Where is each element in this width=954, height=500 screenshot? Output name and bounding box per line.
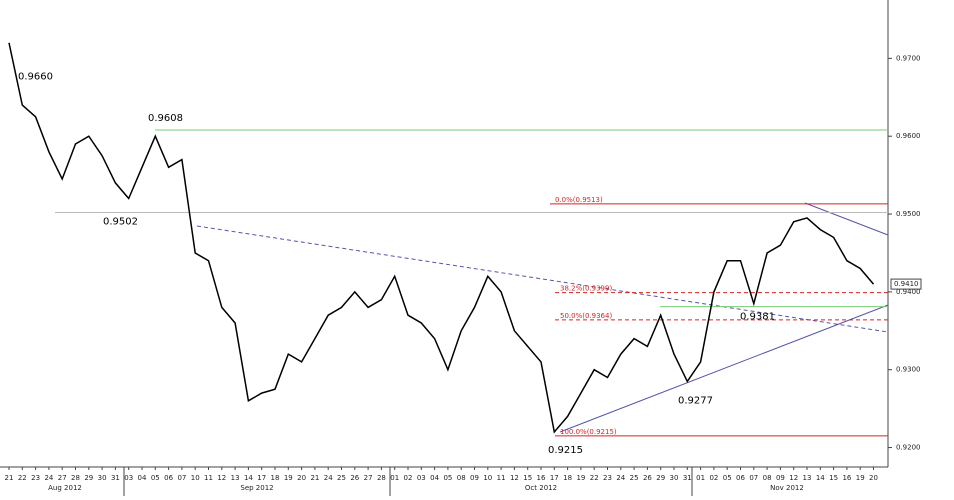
- x-tick-label: 01: [390, 474, 399, 482]
- level-label: 50.0%(0.9364): [560, 312, 612, 320]
- trendline: [804, 202, 889, 236]
- price-annotation: 0.9381: [740, 312, 775, 323]
- trendline: [559, 304, 889, 433]
- x-tick-label: 15: [523, 474, 532, 482]
- x-tick-label: 19: [856, 474, 865, 482]
- price-annotation: 0.9502: [103, 216, 138, 227]
- y-tick-label: 0.9700: [896, 54, 921, 62]
- price-line: [8, 42, 875, 434]
- x-tick-label: 13: [803, 474, 812, 482]
- x-tick-label: 21: [310, 474, 319, 482]
- x-tick-label: 09: [776, 474, 785, 482]
- x-tick-label: 21: [5, 474, 14, 482]
- price-annotation: 0.9608: [148, 113, 183, 124]
- x-tick-label: 25: [630, 474, 639, 482]
- x-tick-label: 17: [550, 474, 559, 482]
- x-tick-label: 14: [816, 474, 825, 482]
- x-tick-label: 22: [590, 474, 599, 482]
- x-tick-label: 02: [404, 474, 413, 482]
- level-label: 0.0%(0.9513): [555, 196, 603, 204]
- x-tick-label: 11: [204, 474, 213, 482]
- x-tick-label: 05: [443, 474, 452, 482]
- price-annotation: 0.9215: [548, 445, 583, 456]
- y-tick-label: 0.9200: [896, 444, 921, 452]
- price-annotation: 0.9660: [18, 72, 53, 83]
- price-annotation: 0.9277: [678, 396, 713, 407]
- x-tick-label: 06: [736, 474, 745, 482]
- x-tick-label: 26: [643, 474, 652, 482]
- trendline: [196, 225, 889, 333]
- x-tick-label: 10: [483, 474, 492, 482]
- x-tick-label: 22: [18, 474, 27, 482]
- x-tick-label: 29: [656, 474, 665, 482]
- x-tick-label: 31: [111, 474, 120, 482]
- x-tick-label: 23: [31, 474, 40, 482]
- x-tick-label: 07: [749, 474, 758, 482]
- y-tick-label: 0.9400: [896, 288, 921, 296]
- last-price-label: 0.9410: [894, 280, 919, 288]
- x-tick-label: 13: [231, 474, 240, 482]
- x-tick-label: 26: [350, 474, 359, 482]
- x-tick-label: 30: [98, 474, 107, 482]
- x-tick-label: 28: [71, 474, 80, 482]
- x-tick-label: 05: [151, 474, 160, 482]
- x-tick-label: 12: [217, 474, 226, 482]
- x-tick-label: 03: [417, 474, 426, 482]
- x-tick-label: 25: [337, 474, 346, 482]
- x-tick-label: 04: [430, 474, 439, 482]
- x-tick-label: 05: [723, 474, 732, 482]
- y-tick-label: 0.9600: [896, 132, 921, 140]
- x-tick-label: 09: [470, 474, 479, 482]
- x-tick-label: 10: [191, 474, 200, 482]
- x-tick-label: 31: [683, 474, 692, 482]
- last-price-box: [890, 278, 922, 290]
- month-label: Oct 2012: [525, 484, 557, 492]
- x-tick-label: 11: [497, 474, 506, 482]
- x-tick-label: 19: [284, 474, 293, 482]
- x-tick-label: 28: [377, 474, 386, 482]
- x-tick-label: 29: [84, 474, 93, 482]
- x-tick-label: 16: [537, 474, 546, 482]
- level-label: 100.0%(0.9215): [560, 428, 617, 436]
- x-tick-label: 04: [138, 474, 147, 482]
- x-tick-label: 15: [829, 474, 838, 482]
- x-tick-label: 02: [709, 474, 718, 482]
- x-tick-label: 30: [670, 474, 679, 482]
- y-tick-label: 0.9500: [896, 210, 921, 218]
- x-tick-label: 03: [124, 474, 133, 482]
- level-label: 38.2%(0.9399): [560, 285, 612, 293]
- x-tick-label: 18: [271, 474, 280, 482]
- x-tick-label: 16: [842, 474, 851, 482]
- x-tick-label: 12: [789, 474, 798, 482]
- y-tick-label: 0.9300: [896, 366, 921, 374]
- x-tick-label: 08: [763, 474, 772, 482]
- month-label: Nov 2012: [770, 484, 804, 492]
- x-tick-label: 27: [364, 474, 373, 482]
- x-tick-label: 18: [563, 474, 572, 482]
- month-label: Sep 2012: [240, 484, 273, 492]
- x-tick-label: 01: [696, 474, 705, 482]
- x-tick-label: 06: [164, 474, 173, 482]
- x-tick-label: 24: [324, 474, 333, 482]
- x-tick-label: 14: [244, 474, 253, 482]
- x-tick-label: 24: [44, 474, 53, 482]
- x-tick-label: 24: [616, 474, 625, 482]
- x-tick-label: 20: [869, 474, 878, 482]
- x-tick-label: 19: [576, 474, 585, 482]
- x-tick-label: 27: [58, 474, 67, 482]
- x-tick-label: 12: [510, 474, 519, 482]
- x-tick-label: 17: [257, 474, 266, 482]
- x-tick-label: 07: [177, 474, 186, 482]
- x-tick-label: 08: [457, 474, 466, 482]
- x-tick-label: 23: [603, 474, 612, 482]
- month-label: Aug 2012: [48, 484, 82, 492]
- x-tick-label: 20: [297, 474, 306, 482]
